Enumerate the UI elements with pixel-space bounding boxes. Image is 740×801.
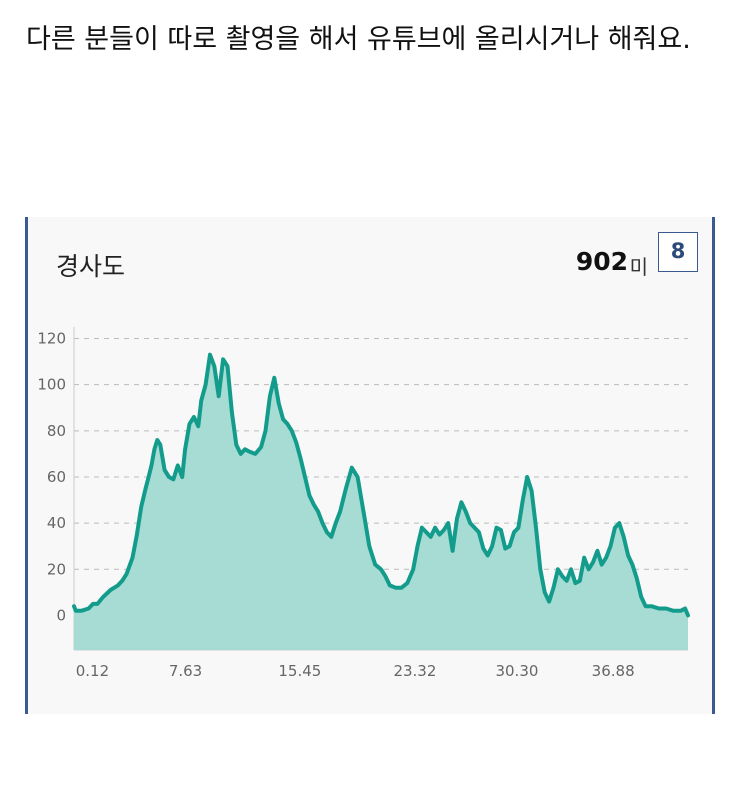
y-tick-label: 100 — [37, 376, 66, 394]
x-tick-label: 7.63 — [169, 662, 202, 680]
distance-value: 902 — [575, 247, 628, 276]
slope-area-fill — [74, 354, 688, 650]
post-text: 다른 분들이 따로 촬영을 해서 유튜브에 올리시거나 해줘요. — [26, 24, 691, 55]
y-tick-label: 40 — [47, 514, 66, 532]
slope-chart-card: 경사도 902 미 8 0 20 40 60 80 100 120 0.12 7.63 15.4… — [25, 217, 715, 714]
y-tick-label: 20 — [47, 560, 66, 578]
card-title: 경사도 — [56, 252, 126, 281]
y-tick-label: 80 — [47, 422, 66, 440]
distance-unit: 미 — [629, 255, 648, 279]
x-tick-label: 23.32 — [393, 662, 436, 680]
x-tick-label: 30.30 — [495, 662, 538, 680]
x-tick-label: 0.12 — [76, 662, 109, 680]
slope-series-line — [72, 352, 690, 618]
x-tick-label: 15.45 — [278, 662, 321, 680]
y-tick-label: 120 — [37, 330, 66, 348]
slope-area-chart: 0 20 40 60 80 100 120 0.12 7.63 15.45 23.32 30.30 3… — [37, 327, 690, 680]
x-tick-labels: 0.12 7.63 15.45 23.32 30.30 36.88 — [76, 662, 635, 680]
x-tick-label: 36.88 — [592, 662, 635, 680]
y-tick-labels: 0 20 40 60 80 100 120 — [37, 330, 66, 625]
page-number-badge: 8 — [658, 232, 698, 272]
y-tick-label: 0 — [56, 606, 66, 624]
y-tick-label: 60 — [47, 468, 66, 486]
